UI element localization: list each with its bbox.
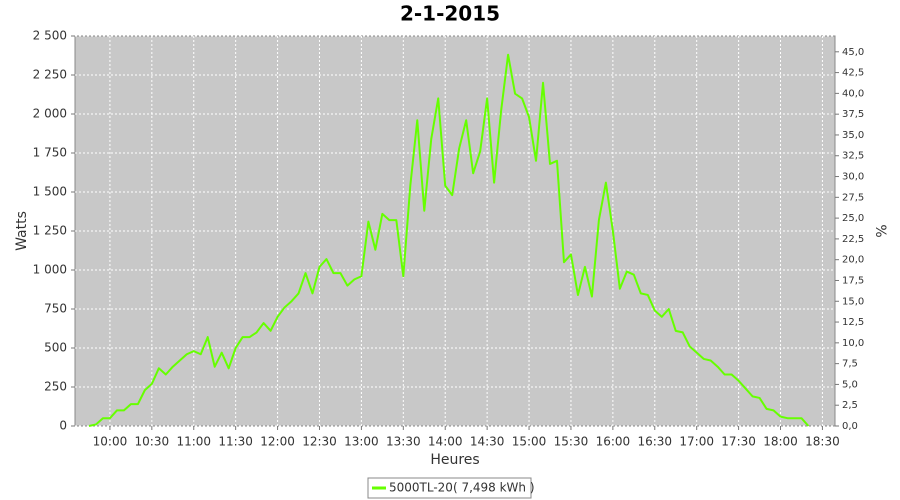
y-tick-label: 1 500 (33, 185, 67, 199)
y-tick-label: 1 250 (33, 224, 67, 238)
y2-tick-label: 25,0 (842, 213, 864, 224)
x-axis-label: Heures (430, 452, 479, 468)
y2-tick-label: 12,5 (842, 317, 864, 328)
y2-tick-label: 0,0 (842, 421, 858, 432)
x-tick-label: 15:00 (512, 435, 547, 449)
y2-tick-label: 45,0 (842, 47, 864, 58)
y-tick-label: 1 750 (33, 146, 67, 160)
y-tick-label: 250 (44, 380, 67, 394)
y2-tick-label: 20,0 (842, 255, 864, 266)
y-tick-label: 2 500 (33, 29, 67, 43)
x-tick-label: 10:00 (93, 435, 128, 449)
x-tick-label: 16:00 (596, 435, 631, 449)
x-tick-label: 11:00 (176, 435, 211, 449)
x-tick-label: 13:30 (386, 435, 421, 449)
legend-label: 5000TL-20( 7,498 kWh ) (389, 481, 535, 495)
y2-tick-label: 5,0 (842, 379, 858, 390)
line-series (88, 53, 810, 427)
y2-tick-label: 32,5 (842, 151, 864, 162)
x-tick-label: 14:00 (428, 435, 463, 449)
y2-tick-label: 10,0 (842, 338, 864, 349)
x-tick-label: 17:30 (721, 435, 756, 449)
x-tick-label: 18:30 (805, 435, 840, 449)
y2-tick-label: 2,5 (842, 400, 858, 411)
y2-tick-label: 17,5 (842, 275, 864, 286)
y2-tick-label: 37,5 (842, 109, 864, 120)
y-tick-label: 500 (44, 341, 67, 355)
x-tick-label: 17:00 (679, 435, 714, 449)
x-tick-label: 14:30 (470, 435, 505, 449)
y-tick-label: 0 (59, 419, 67, 433)
legend-box (367, 477, 532, 499)
x-tick-label: 16:30 (637, 435, 672, 449)
y-tick-label: 1 000 (33, 263, 67, 277)
y-tick-label: 750 (44, 302, 67, 316)
y2-tick-label: 42,5 (842, 68, 864, 79)
y2-tick-label: 22,5 (842, 234, 864, 245)
x-tick-label: 12:00 (260, 435, 295, 449)
y2-tick-label: 30,0 (842, 172, 864, 183)
y2-tick-label: 7,5 (842, 359, 858, 370)
y-tick-label: 2 250 (33, 68, 67, 82)
y-axis-label: Watts (14, 211, 30, 251)
x-tick-label: 12:30 (302, 435, 337, 449)
x-tick-label: 11:30 (218, 435, 253, 449)
y2-tick-label: 35,0 (842, 130, 864, 141)
x-tick-label: 13:00 (344, 435, 379, 449)
y2-tick-label: 15,0 (842, 296, 864, 307)
y2-tick-label: 40,0 (842, 88, 864, 99)
x-tick-label: 15:30 (554, 435, 589, 449)
x-tick-label: 18:00 (763, 435, 798, 449)
chart-title: 2-1-2015 (400, 2, 500, 26)
y-tick-label: 2 000 (33, 107, 67, 121)
x-tick-label: 10:30 (135, 435, 170, 449)
y2-tick-label: 27,5 (842, 192, 864, 203)
y2-axis-label: % (872, 224, 888, 237)
